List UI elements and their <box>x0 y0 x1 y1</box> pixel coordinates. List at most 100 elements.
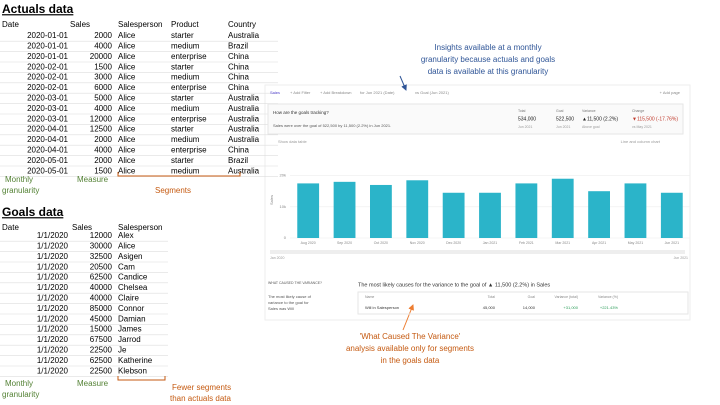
text: 12000 <box>90 114 113 123</box>
text: May 2021 <box>628 241 643 245</box>
text: Variance <box>582 109 596 113</box>
text: enterprise <box>171 52 207 61</box>
text: Alice <box>118 125 136 134</box>
text: 22500 <box>90 366 113 375</box>
text: medium <box>171 166 200 175</box>
text: Date <box>2 223 19 232</box>
text: Show data table <box>278 139 307 144</box>
text: 1/1/2020 <box>37 242 69 251</box>
text: 1/1/2020 <box>37 314 69 323</box>
text: Alice <box>118 42 136 51</box>
text: 4000 <box>94 42 112 51</box>
text: Jan 2020 <box>270 256 284 260</box>
text: How are the goals tracking? <box>273 110 329 115</box>
text: Brazil <box>228 156 248 165</box>
text: 1500 <box>94 62 112 71</box>
text: Change <box>632 109 644 113</box>
text: Line and column chart <box>621 139 661 144</box>
text: 2020-04-01 <box>27 135 68 144</box>
arrow <box>402 304 414 331</box>
bar <box>551 178 574 238</box>
text: Goals data <box>2 205 64 219</box>
text: vs May 2021 <box>632 125 652 129</box>
text: Australia <box>228 166 260 175</box>
text: vs Goal (Jun 2021) <box>415 90 449 95</box>
text: Insights available at a monthly <box>434 43 541 52</box>
text: Australia <box>228 114 260 123</box>
text: 2020-02-01 <box>27 62 68 71</box>
text: 40000 <box>90 294 113 303</box>
text: 2020-03-01 <box>27 104 68 113</box>
text: + Add Breakdown <box>320 90 351 95</box>
text: 62500 <box>90 356 113 365</box>
text: +221.43% <box>600 305 619 310</box>
text: enterprise <box>171 114 207 123</box>
text: 2020-03-01 <box>27 94 68 103</box>
text: Mar 2021 <box>555 241 570 245</box>
text: 2020-05-01 <box>27 166 68 175</box>
text: China <box>228 73 249 82</box>
text: 2020-03-01 <box>27 114 68 123</box>
bar <box>515 183 538 238</box>
text: Above goal <box>582 125 600 129</box>
text: Australia <box>228 135 260 144</box>
text: Australia <box>228 94 260 103</box>
text: 2020-01-01 <box>27 42 68 51</box>
text: Alice <box>118 62 136 71</box>
text: 1/1/2020 <box>37 346 69 355</box>
text: Jun 2021 <box>518 125 532 129</box>
text: Alice <box>118 146 136 155</box>
text: 67500 <box>90 335 113 344</box>
text: 1500 <box>94 166 112 175</box>
text: granularity <box>2 390 39 399</box>
text: 534,000 <box>518 116 536 122</box>
text: Alice <box>118 73 136 82</box>
text: analysis available only for segments <box>346 344 474 353</box>
text: Jun 2021 <box>556 125 570 129</box>
bar <box>406 180 429 238</box>
text: 2020-04-01 <box>27 125 68 134</box>
text: Alice <box>118 135 136 144</box>
text: Goal <box>556 109 564 113</box>
text: 4000 <box>94 146 112 155</box>
bar <box>660 192 683 238</box>
text: Alice <box>118 114 136 123</box>
text: medium <box>171 42 200 51</box>
text: 5000 <box>94 94 112 103</box>
text: 45000 <box>90 314 113 323</box>
text: Connor <box>118 304 145 313</box>
text: 3000 <box>94 73 112 82</box>
text: Dec 2020 <box>446 241 461 245</box>
text: 2020-01-01 <box>27 52 68 61</box>
range-slider <box>270 250 685 254</box>
text: Jun 2021 <box>674 256 688 260</box>
text: 1/1/2020 <box>37 366 69 375</box>
text: China <box>228 62 249 71</box>
text: 1/1/2020 <box>37 273 69 282</box>
text: Apr 2021 <box>592 241 606 245</box>
text: Alice <box>118 31 136 40</box>
text: Date <box>2 20 19 29</box>
text: Alice <box>118 52 136 61</box>
text: Measure <box>77 379 109 388</box>
text: Total <box>518 109 526 113</box>
bar <box>479 192 501 238</box>
text: starter <box>171 31 194 40</box>
text: Segments <box>155 186 191 195</box>
text: enterprise <box>171 83 207 92</box>
text: ▼115,500 (-17.76%) <box>632 116 678 122</box>
text: 1/1/2020 <box>37 325 69 334</box>
text: 30000 <box>90 242 113 251</box>
text: Chelsea <box>118 283 148 292</box>
text: Alice <box>118 104 136 113</box>
bar <box>442 192 465 238</box>
text: 20500 <box>90 262 113 271</box>
text: + Add page <box>660 90 681 95</box>
text: Aug 2020 <box>301 241 316 245</box>
bar <box>297 183 320 238</box>
text: 32500 <box>90 252 113 261</box>
text: Australia <box>228 125 260 134</box>
text: in the goals data <box>381 356 440 365</box>
text: granularity <box>2 186 39 195</box>
